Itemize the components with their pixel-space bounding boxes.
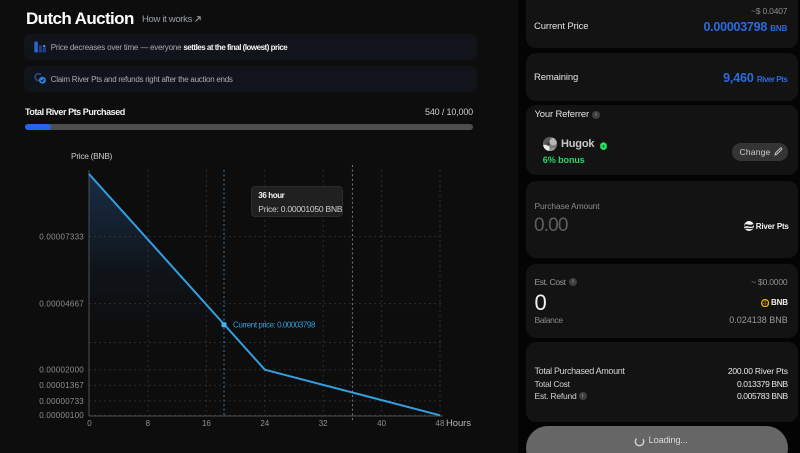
svg-text:Current price: 0.00003798: Current price: 0.00003798 [233, 321, 316, 330]
svg-text:24: 24 [260, 419, 269, 428]
svg-text:0.00000733: 0.00000733 [39, 397, 84, 406]
svg-text:16: 16 [202, 419, 211, 428]
svg-text:32: 32 [319, 419, 328, 428]
svg-text:48: 48 [436, 419, 445, 428]
svg-text:0.00007333: 0.00007333 [39, 233, 84, 242]
svg-text:40: 40 [377, 419, 386, 428]
svg-text:0.00002000: 0.00002000 [39, 366, 84, 375]
svg-text:0.00004667: 0.00004667 [39, 300, 84, 309]
svg-text:Price (BNB): Price (BNB) [71, 151, 113, 161]
svg-text:0.00000100: 0.00000100 [39, 411, 84, 420]
svg-text:8: 8 [146, 419, 151, 428]
svg-text:0: 0 [87, 419, 92, 428]
svg-text:0.00001367: 0.00001367 [39, 381, 84, 390]
svg-text:Hours: Hours [446, 418, 471, 429]
